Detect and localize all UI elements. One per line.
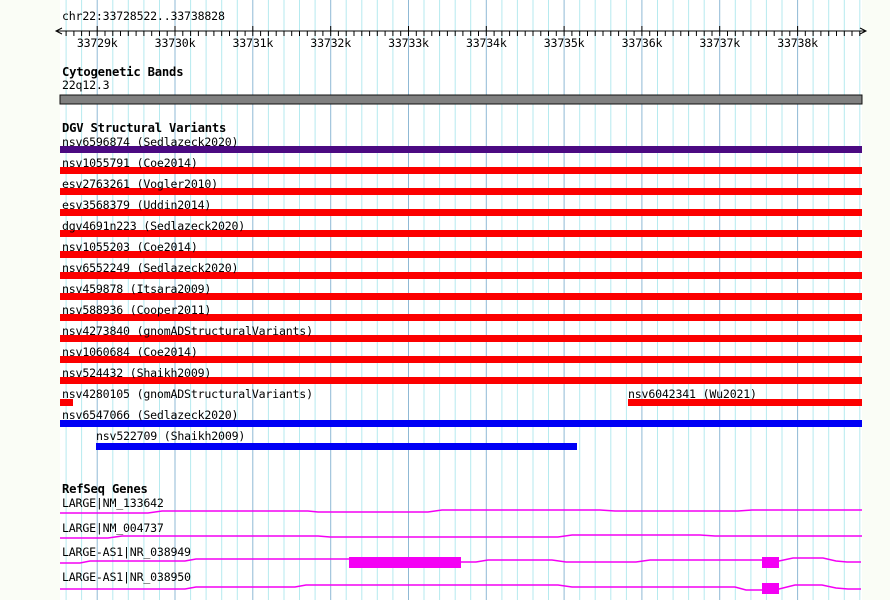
cytoband-bar[interactable] [59, 94, 863, 105]
variant-bar[interactable] [60, 209, 862, 216]
variant-bar[interactable] [60, 293, 862, 300]
gene-label[interactable]: LARGE|NM_133642 [62, 496, 164, 510]
ruler-tick-label: 33730k [154, 36, 196, 50]
gene-intron-line[interactable] [60, 584, 861, 591]
variant-label[interactable]: nsv1055203 (Coe2014) [62, 240, 198, 254]
region-coordinates-label: chr22:33728522..33738828 [62, 9, 225, 23]
variant-label[interactable]: dgv4691n223 (Sedlazeck2020) [62, 219, 246, 233]
variant-bar[interactable] [60, 230, 862, 237]
variant-label[interactable]: nsv4273840 (gnomADStructuralVariants) [62, 324, 313, 338]
variant-bar[interactable] [628, 399, 862, 406]
variant-label[interactable]: nsv459878 (Itsara2009) [62, 282, 212, 296]
ruler-tick-label: 33738k [777, 36, 818, 50]
gene-label[interactable]: LARGE|NM_004737 [62, 521, 164, 535]
gene-label[interactable]: LARGE-AS1|NR_038949 [62, 545, 191, 559]
gene-intron-line[interactable] [60, 509, 862, 514]
variant-bar[interactable] [60, 399, 73, 406]
gene-exon-box[interactable] [762, 583, 779, 594]
ruler-tick-label: 33729k [76, 36, 118, 50]
gene-exon-box[interactable] [762, 557, 779, 568]
gene-intron-line[interactable] [60, 534, 862, 539]
gene-label[interactable]: LARGE-AS1|NR_038950 [62, 570, 191, 584]
ruler-tick-label: 33734k [465, 36, 507, 50]
ruler-right-arrow-icon [859, 27, 868, 35]
variant-bar[interactable] [60, 314, 862, 321]
variant-label[interactable]: nsv588936 (Cooper2011) [62, 303, 212, 317]
gene-exon-box[interactable] [349, 557, 461, 568]
variant-label[interactable]: nsv1060684 (Coe2014) [62, 345, 198, 359]
ruler-tick-label: 33733k [388, 36, 429, 50]
variant-bar[interactable] [96, 443, 577, 450]
dgv-structural-variants-track-title: DGV Structural Variants [62, 121, 227, 135]
variant-label[interactable]: esv3568379 (Uddin2014) [62, 198, 212, 212]
variant-bar[interactable] [60, 167, 862, 174]
variant-bar[interactable] [60, 356, 862, 363]
ruler-tick-label: 33731k [232, 36, 274, 50]
variant-label[interactable]: nsv6547066 (Sedlazeck2020) [62, 408, 239, 422]
variant-bar[interactable] [60, 251, 862, 258]
variant-bar[interactable] [60, 188, 862, 195]
variant-bar[interactable] [60, 146, 862, 153]
ruler-tick-label: 33732k [310, 36, 351, 50]
ruler-tick-label: 33737k [699, 36, 741, 50]
variant-label[interactable]: esv2763261 (Vogler2010) [62, 177, 218, 191]
ruler-left-arrow-icon [54, 27, 63, 35]
cytoband-label[interactable]: 22q12.3 [62, 78, 110, 92]
refseq-genes-track-title: RefSeq Genes [62, 482, 148, 496]
ruler-tick-label: 33736k [621, 36, 663, 50]
variant-bar[interactable] [60, 272, 862, 279]
gene-intron-line[interactable] [60, 557, 861, 564]
variant-label[interactable]: nsv522709 (Shaikh2009) [96, 429, 246, 443]
variant-bar[interactable] [60, 420, 862, 427]
variant-label[interactable]: nsv6042341 (Wu2021) [628, 387, 757, 401]
variant-label[interactable]: nsv4280105 (gnomADStructuralVariants) [62, 387, 313, 401]
variant-label[interactable]: nsv524432 (Shaikh2009) [62, 366, 212, 380]
variant-label[interactable]: nsv6596874 (Sedlazeck2020) [62, 135, 239, 149]
cytogenetic-bands-track-title: Cytogenetic Bands [62, 65, 184, 79]
variant-bar[interactable] [60, 377, 862, 384]
variant-label[interactable]: nsv1055791 (Coe2014) [62, 156, 198, 170]
variant-bar[interactable] [60, 335, 862, 342]
ruler-tick-label: 33735k [543, 36, 585, 50]
variant-label[interactable]: nsv6552249 (Sedlazeck2020) [62, 261, 239, 275]
